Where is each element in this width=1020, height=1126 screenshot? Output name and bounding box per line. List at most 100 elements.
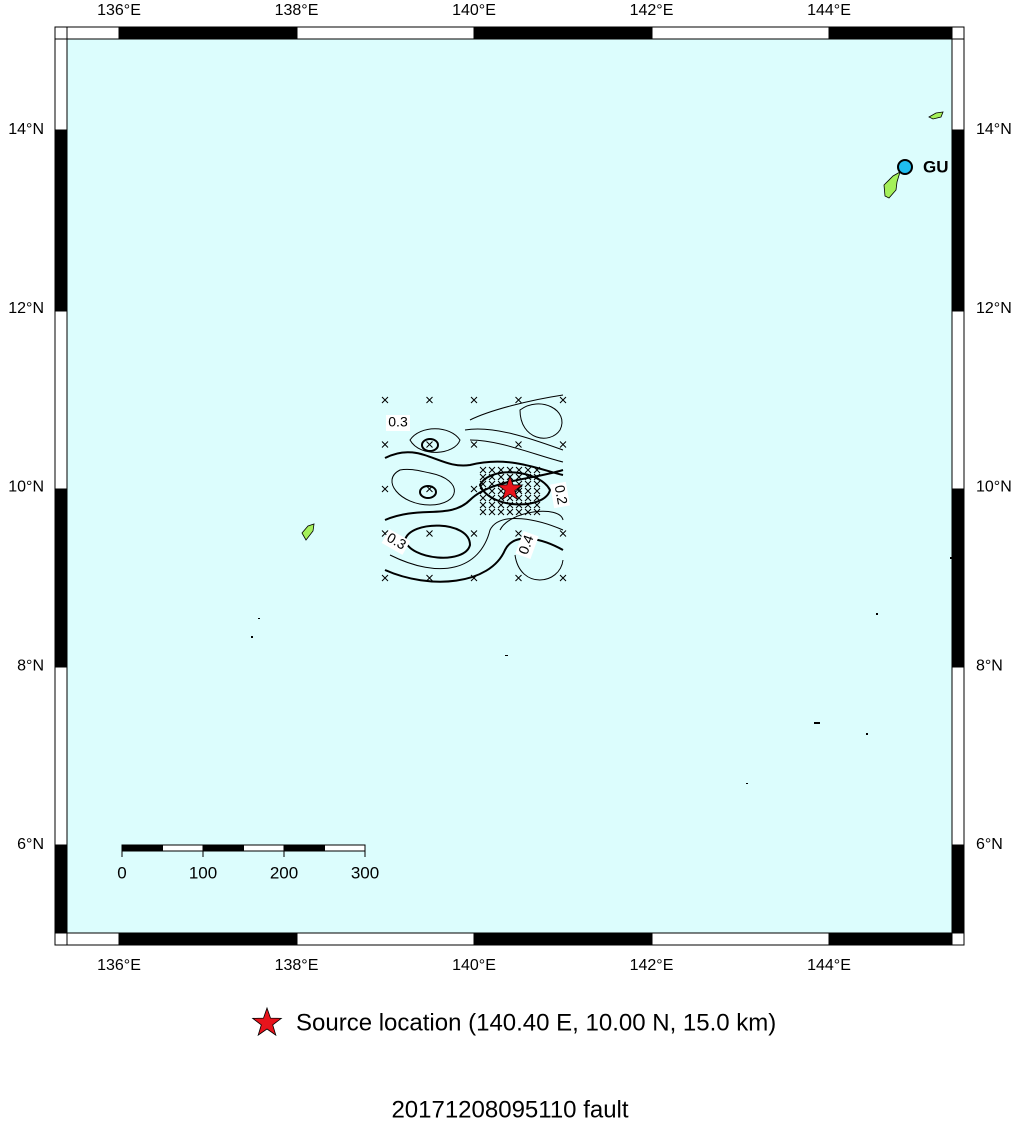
lon-tick-label: 136°E [97,957,141,974]
grid-point [524,487,532,495]
scale-segment [121,844,163,852]
lon-tick-label: 138°E [275,2,319,19]
grid-point [524,473,532,481]
scale-segment [283,844,325,852]
lon-tick-label: 142°E [630,2,674,19]
frame-segment [54,666,68,846]
lat-tick-label: 8°N [17,657,44,674]
frame-bars [54,26,965,946]
lat-tick-label: 14°N [8,121,44,138]
lon-tick-label: 144°E [807,2,851,19]
grid-point [426,441,433,448]
grid-point [488,494,496,502]
lat-tick-label: 12°N [976,300,1012,317]
island [928,111,944,120]
grid-point [515,494,523,502]
lon-tick-label: 144°E [807,957,851,974]
grid-point [524,480,532,488]
grid-point [506,501,514,509]
grid-point [488,501,496,509]
grid-point [497,501,505,509]
grid-point [479,473,487,481]
lat-tick-label: 12°N [8,300,44,317]
grid-point [497,508,505,516]
frame-segment [951,310,965,490]
frame-segment [951,844,965,934]
island [301,523,315,541]
lat-tick-label: 10°N [8,479,44,496]
frame-segment [828,26,953,40]
grid-point [470,574,478,582]
contour-label: 0.3 [388,414,408,430]
grid-point [426,396,433,404]
grid-point [559,530,567,537]
grid-points [381,396,567,582]
contour-label-bg [550,481,570,509]
grid-point [515,574,522,582]
frame-segment [54,38,68,131]
grid-point [426,485,433,493]
frame-segment [473,932,653,946]
legend-star [251,1006,283,1037]
grid-point [533,494,541,502]
station-marker [897,159,913,175]
grid-point [381,396,389,404]
frame-segment [54,844,68,934]
lat-tick-label: 6°N [17,836,44,853]
contour-label: 0.2 [552,484,571,506]
grid-point [488,480,496,488]
frame-segment [54,488,68,668]
contour-label-bg [381,529,411,555]
frame-segment [828,932,953,946]
scale-segment [202,844,244,852]
grid-point [515,508,523,516]
grid-point [426,574,433,582]
grid-point [479,466,487,474]
frame-segment [296,26,475,40]
frame-segment [66,932,120,946]
grid-point [479,508,487,516]
grid-point [497,466,505,474]
lat-tick-label: 10°N [976,479,1012,496]
grid-point [524,466,532,474]
grid-point [515,501,523,509]
grid-point [470,396,478,404]
lon-tick-label: 138°E [275,957,319,974]
scale-segment [243,844,285,852]
frame-segment [651,26,830,40]
grid-point [488,487,496,495]
footer-title: 20171208095110 fault [391,1096,628,1121]
grid-point [479,480,487,488]
map-content: 0.30.20.40.3 GU [251,111,952,784]
frame-segment [118,932,298,946]
station-label: GU [923,157,949,176]
frame-segment [951,129,965,312]
frame-segment [951,666,965,846]
lon-tick-label: 140°E [452,2,496,19]
grid-point [506,508,514,516]
grid-point [559,441,567,448]
scale-bar: 0 100 200 300 [117,844,379,882]
lat-tick-label: 6°N [976,836,1003,853]
grid-point [533,508,541,516]
frame-segment [118,26,298,40]
lon-tick-label: 142°E [630,957,674,974]
grid-point [533,480,541,488]
grid-point [426,530,433,537]
frame-segment [66,26,120,40]
contour-labels: 0.30.20.40.3 [381,414,571,560]
frame-segment [951,38,965,131]
grid-point [488,466,496,474]
contour-label-bg [515,530,539,560]
frame-segment [951,488,965,668]
grid-point [479,487,487,495]
scale-label: 300 [351,863,379,882]
grid-point [533,501,541,509]
grid-point [497,494,505,502]
grid-point [497,473,505,481]
grid-point [381,574,389,582]
frame-segment [296,932,475,946]
contour-label-bg [386,415,410,431]
grid-point [524,501,532,509]
frame-segment [473,26,653,40]
